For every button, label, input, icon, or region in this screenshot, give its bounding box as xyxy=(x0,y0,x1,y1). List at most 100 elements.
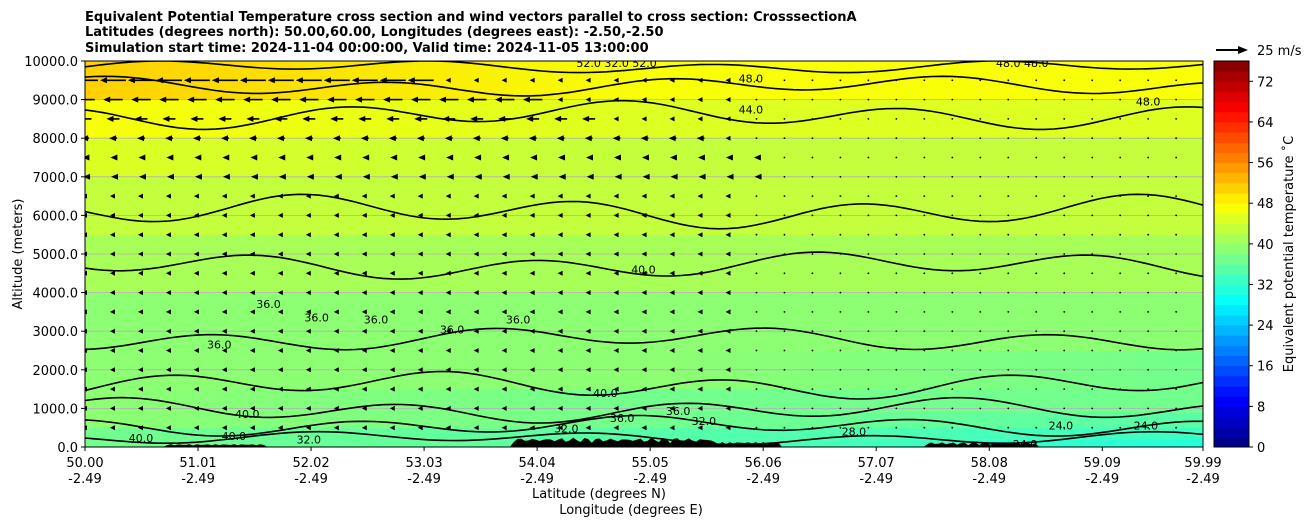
wind-arrow xyxy=(1147,426,1150,429)
wind-arrow xyxy=(1091,137,1094,140)
wind-arrow xyxy=(361,367,367,373)
wind-arrow xyxy=(811,79,814,82)
wind-arrow xyxy=(445,348,451,353)
wind-arrow xyxy=(755,272,758,275)
wind-arrow xyxy=(1063,349,1066,352)
wind-arrow xyxy=(445,290,451,296)
wind-arrow-head xyxy=(109,135,117,142)
wind-arrow xyxy=(473,270,479,276)
wind-arrow xyxy=(1119,330,1122,333)
wind-arrow xyxy=(1035,311,1038,313)
wind-arrow xyxy=(613,348,619,353)
colorbar-tick-label: 32 xyxy=(1257,278,1274,293)
wind-arrow xyxy=(1119,156,1122,159)
wind-arrow-head xyxy=(554,115,562,122)
wind-arrow xyxy=(333,425,339,431)
wind-arrow-head xyxy=(446,154,454,161)
contour-label: 48.0 xyxy=(1136,96,1161,109)
terrain xyxy=(85,437,1203,447)
x-tick-label-lon: -2.49 xyxy=(407,472,441,487)
wind-arrow xyxy=(697,97,703,103)
wind-arrow xyxy=(725,405,731,411)
wind-arrow xyxy=(1035,195,1038,198)
wind-arrow xyxy=(333,193,339,199)
x-tick-label-lat: 53.03 xyxy=(405,456,442,471)
wind-arrow xyxy=(923,118,926,120)
wind-arrow xyxy=(697,212,703,218)
wind-arrow-head xyxy=(418,154,426,161)
wind-arrow xyxy=(979,253,982,255)
colorbar-step xyxy=(1214,375,1249,387)
wind-arrow xyxy=(221,232,227,238)
wind-arrow xyxy=(165,212,171,218)
wind-arrow xyxy=(193,386,199,392)
x-tick-label-lon: -2.49 xyxy=(1085,472,1119,487)
colorbar-step xyxy=(1214,436,1249,448)
wind-arrow-head xyxy=(243,96,251,103)
wind-arrow xyxy=(669,348,675,353)
wind-arrow xyxy=(783,349,786,352)
wind-arrow xyxy=(389,405,395,411)
colorbar-tick-label: 8 xyxy=(1257,400,1265,415)
wind-arrow-head xyxy=(388,135,396,142)
wind-arrow xyxy=(669,212,675,218)
wind-arrow xyxy=(613,328,619,334)
wind-arrow xyxy=(979,195,982,198)
wind-arrow xyxy=(361,348,367,353)
wind-arrow xyxy=(221,193,227,199)
wind-arrow xyxy=(839,368,842,371)
wind-arrow xyxy=(473,405,479,411)
wind-arrow xyxy=(979,330,982,333)
wind-arrow xyxy=(979,233,982,236)
wind-arrow xyxy=(137,309,143,315)
contour-label: 40.0 xyxy=(129,432,154,445)
wind-arrow xyxy=(979,272,982,275)
wind-arrow-head xyxy=(103,96,111,103)
wind-arrow xyxy=(585,97,591,103)
wind-arrow-head xyxy=(332,135,340,142)
wind-arrow xyxy=(951,388,954,390)
wind-arrow xyxy=(641,116,647,122)
wind-arrow xyxy=(1119,118,1122,120)
wind-arrow-head xyxy=(110,154,118,161)
wind-arrow xyxy=(473,77,479,83)
wind-arrow xyxy=(417,386,423,392)
wind-arrow-head xyxy=(669,154,677,161)
wind-arrow xyxy=(783,195,786,198)
wind-arrow xyxy=(557,251,563,257)
wind-arrow xyxy=(641,77,647,83)
wind-arrow xyxy=(1007,330,1010,333)
wind-arrow xyxy=(811,311,814,313)
wind-arrow xyxy=(725,97,731,103)
wind-arrow xyxy=(333,405,339,411)
wind-arrow xyxy=(697,309,703,315)
contour-label: 44.0 xyxy=(739,103,764,116)
wind-arrow xyxy=(669,328,675,334)
wind-arrow xyxy=(193,309,199,315)
wind-arrow xyxy=(697,270,703,276)
wind-arrow xyxy=(585,77,591,83)
wind-arrow xyxy=(193,348,199,353)
wind-arrow xyxy=(1119,291,1122,294)
wind-arrow xyxy=(221,290,227,296)
wind-arrow xyxy=(193,212,199,218)
wind-arrow xyxy=(1175,330,1178,333)
wind-arrow xyxy=(669,290,675,296)
wind-arrow xyxy=(895,118,898,120)
wind-arrow xyxy=(501,425,507,431)
wind-arrow xyxy=(1175,195,1178,198)
wind-arrow-head xyxy=(85,135,89,142)
wind-arrow xyxy=(951,272,954,275)
wind-arrow xyxy=(669,405,675,411)
colorbar-step xyxy=(1214,142,1249,153)
wind-arrow xyxy=(529,405,535,411)
wind-arrow-head xyxy=(250,154,258,161)
wind-arrow xyxy=(811,330,814,333)
y-tick-label: 7000.0 xyxy=(33,171,79,186)
wind-arrow xyxy=(193,290,199,296)
wind-arrow xyxy=(1035,214,1038,217)
wind-arrow-head xyxy=(155,77,163,84)
wind-arrow xyxy=(529,386,535,392)
wind-arrow xyxy=(557,309,563,315)
wind-arrow xyxy=(417,232,423,238)
